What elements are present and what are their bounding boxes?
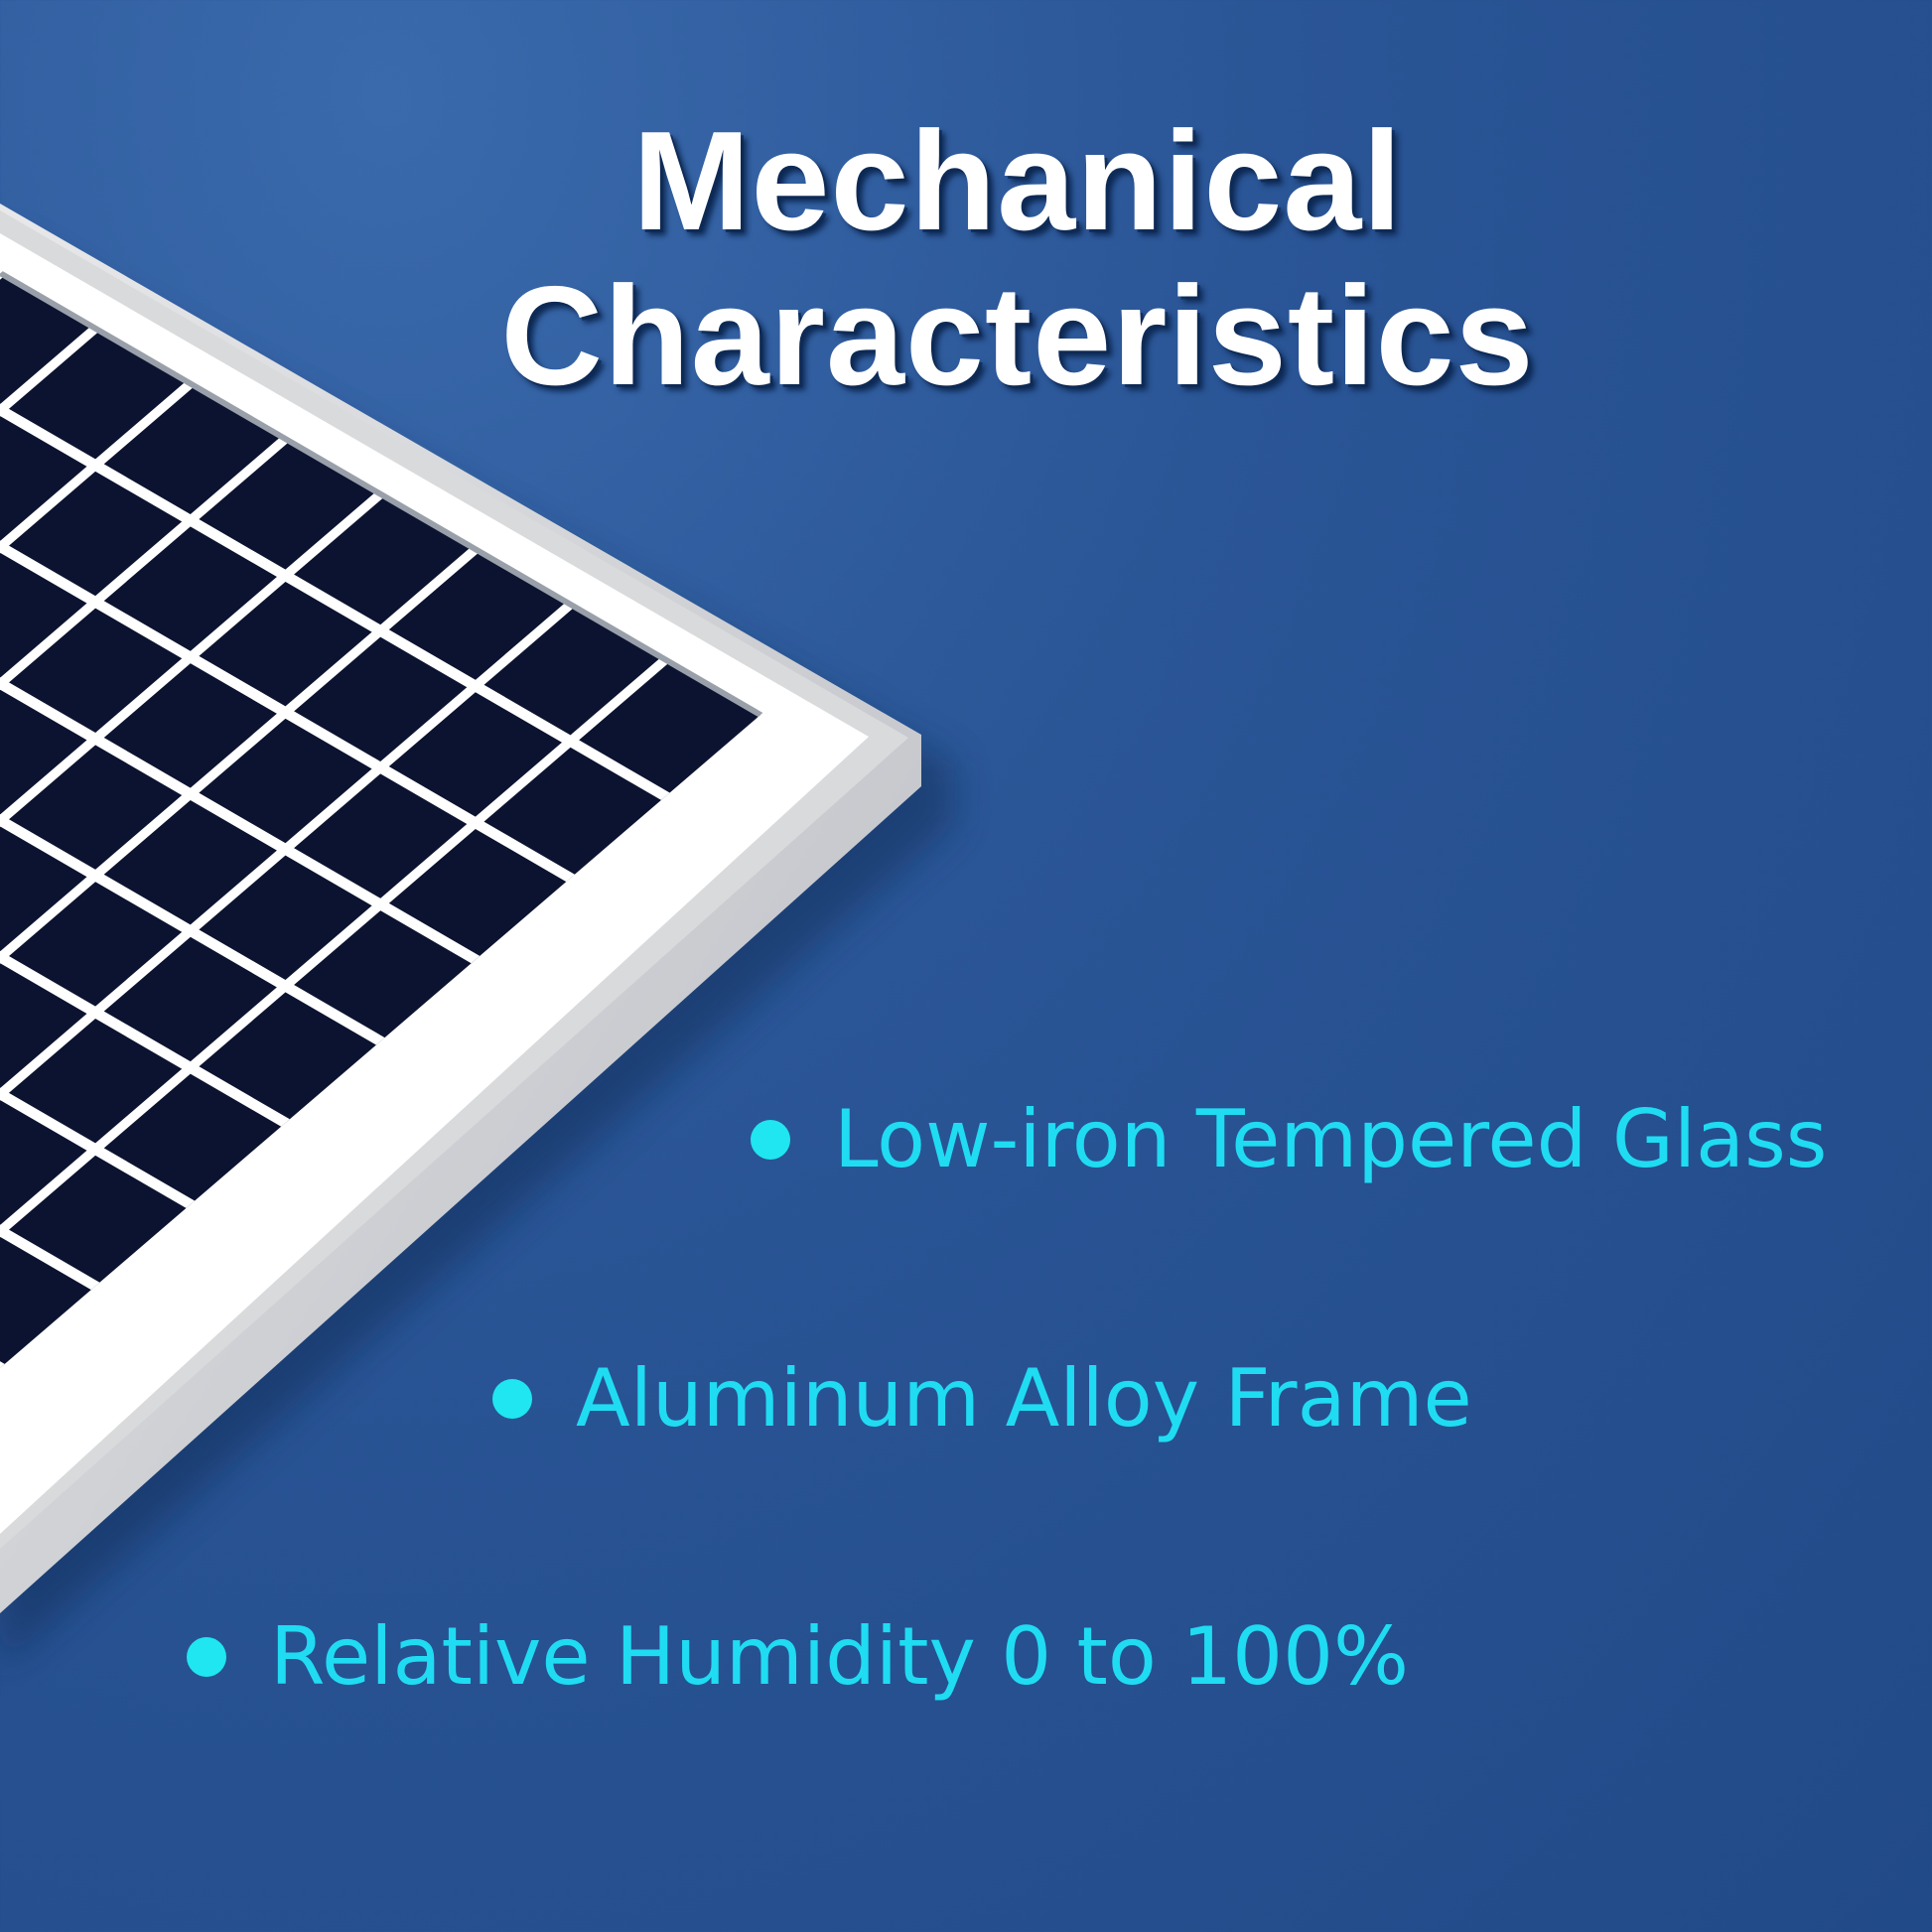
cell-gap-line xyxy=(0,677,290,1127)
bullet-dot-icon xyxy=(187,1637,226,1677)
feature-label: Aluminum Alloy Frame xyxy=(576,1352,1472,1445)
cell-gap-line xyxy=(0,759,196,1208)
cell-gap-line xyxy=(0,380,196,1039)
solar-cells xyxy=(0,270,763,1372)
title-line-2: Characteristics xyxy=(500,257,1535,415)
title-line-1: Mechanical xyxy=(632,102,1403,260)
cell-gap-line xyxy=(0,436,290,1095)
feature-item: Low-iron Tempered Glass xyxy=(751,1100,1827,1179)
feature-label: Relative Humidity 0 to 100% xyxy=(270,1610,1409,1703)
bullet-dot-icon xyxy=(492,1379,532,1419)
feature-item: Aluminum Alloy Frame xyxy=(492,1359,1472,1439)
bullet-dot-icon xyxy=(751,1120,790,1160)
feature-label: Low-iron Tempered Glass xyxy=(834,1093,1828,1185)
feature-item: Relative Humidity 0 to 100% xyxy=(187,1617,1409,1697)
cell-gap-line xyxy=(0,596,385,1045)
